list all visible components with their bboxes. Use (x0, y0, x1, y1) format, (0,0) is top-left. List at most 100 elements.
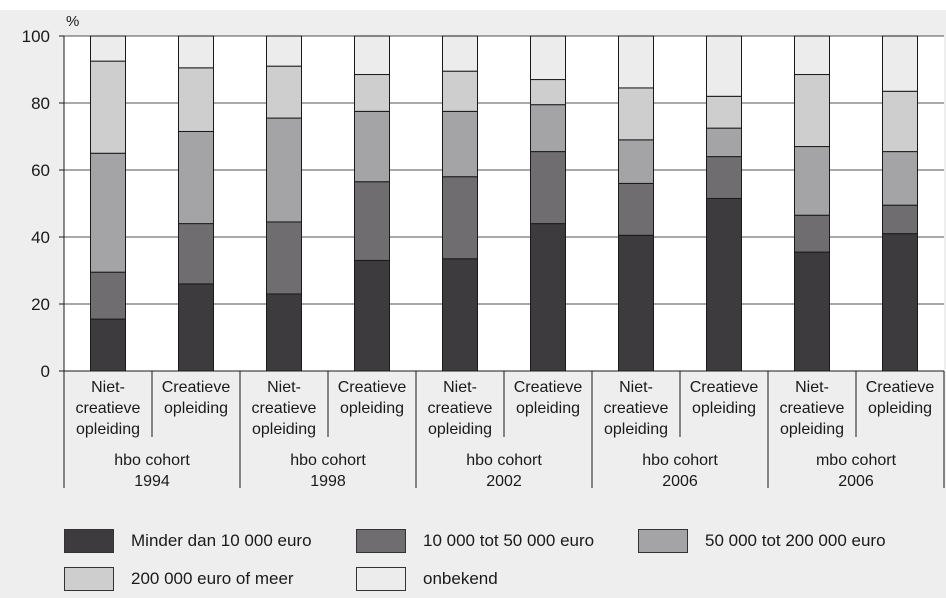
category-label: creatieve (76, 400, 141, 417)
category-label: opleiding (340, 400, 404, 417)
group-label: 2006 (662, 473, 698, 490)
bar-segment (266, 65, 302, 119)
category-label: Niet- (267, 379, 301, 396)
legend-item-minder-dan-10000: Minder dan 10 000 euro (64, 527, 312, 555)
legend-item-200000-of-meer: 200 000 euro of meer (64, 565, 294, 593)
y-tick-label: 60 (31, 161, 50, 180)
legend-label: Minder dan 10 000 euro (131, 531, 312, 550)
bar-segment (178, 283, 214, 372)
category-label: Niet- (795, 379, 829, 396)
group-label: hbo cohort (642, 452, 718, 469)
category-label: Niet- (619, 379, 653, 396)
category-label: Niet- (443, 379, 477, 396)
category-label: opleiding (780, 421, 844, 438)
bar-segment (266, 117, 302, 223)
legend-label: onbekend (423, 569, 498, 588)
legend-swatch (64, 529, 114, 553)
bar-segment (794, 251, 830, 372)
bar-segment (530, 104, 566, 153)
bar-segment (354, 74, 390, 112)
bar-segment (354, 35, 390, 76)
category-label: creatieve (780, 400, 845, 417)
bar-segment (618, 234, 654, 372)
bar-segment (266, 221, 302, 295)
legend-swatch (64, 567, 114, 591)
y-tick-label: 40 (31, 228, 50, 247)
y-tick-label: 80 (31, 94, 50, 113)
bar-segment (618, 182, 654, 236)
category-label: opleiding (868, 400, 932, 417)
group-label: hbo cohort (466, 452, 542, 469)
stacked-bar-chart: 0 20 40 60 80 100 Niet-creatieve opleiding Creat… (22, 13, 945, 490)
bar-segment (618, 35, 654, 89)
bar-segment (794, 146, 830, 216)
legend-item-onbekend: onbekend (356, 565, 498, 593)
y-tick-label: 100 (22, 27, 50, 46)
category-label: Creatieve (514, 379, 583, 396)
group-label: 2006 (838, 473, 874, 490)
bar-segment (706, 127, 742, 158)
bar-segment (90, 35, 126, 62)
legend-label: 10 000 tot 50 000 euro (423, 531, 595, 550)
group-label: 1994 (134, 473, 170, 490)
bar-segment (266, 293, 302, 372)
bar-segment (90, 318, 126, 372)
category-label: Creatieve (866, 379, 935, 396)
y-tick-label: 0 (41, 362, 50, 381)
category-label: Creatieve (338, 379, 407, 396)
bar-segment (882, 35, 918, 92)
bar-segment (882, 151, 918, 206)
bar-segment (354, 110, 390, 183)
bar-segment (442, 70, 478, 112)
bar-segment (794, 214, 830, 253)
category-label: opleiding (76, 421, 140, 438)
bar-segment (442, 258, 478, 372)
bar-segment (442, 35, 478, 72)
category-label: opleiding (692, 400, 756, 417)
bar-segment (442, 110, 478, 178)
bar-segment (706, 197, 742, 372)
legend-swatch (356, 567, 406, 591)
bar-segment (618, 87, 654, 141)
category-label: opleiding (516, 400, 580, 417)
legend-item-10000-tot-50000: 10 000 tot 50 000 euro (356, 527, 594, 555)
category-label: Creatieve (690, 379, 759, 396)
y-axis-label: % (66, 13, 79, 30)
bar-segment (706, 95, 742, 129)
legend-label: 200 000 euro of meer (131, 569, 294, 588)
bar-segment (794, 35, 830, 76)
bar-segment (354, 181, 390, 261)
legend-label: 50 000 tot 200 000 euro (705, 531, 886, 550)
legend-swatch (638, 529, 688, 553)
bar-segment (178, 67, 214, 132)
category-label: opleiding (428, 421, 492, 438)
bar-segment (90, 60, 126, 154)
bar-segment (530, 223, 566, 372)
category-label: creatieve (252, 400, 317, 417)
category-label: opleiding (604, 421, 668, 438)
caption-strip (0, 0, 946, 10)
bar-segment (706, 35, 742, 97)
bar-segment (618, 139, 654, 184)
bar-segment (354, 259, 390, 372)
bar-segment (530, 79, 566, 106)
bar-segment (266, 35, 302, 67)
legend-item-50000-tot-200000: 50 000 tot 200 000 euro (638, 527, 886, 555)
bars (90, 35, 918, 372)
group-label: 2002 (486, 473, 522, 490)
category-label: creatieve (428, 400, 493, 417)
category-label: opleiding (164, 400, 228, 417)
bar-segment (90, 152, 126, 273)
category-label: creatieve (604, 400, 669, 417)
bar-segment (530, 35, 566, 81)
bar-segment (882, 204, 918, 235)
bar-segment (442, 176, 478, 260)
group-label: hbo cohort (114, 452, 190, 469)
bar-segment (794, 74, 830, 148)
group-label: hbo cohort (290, 452, 366, 469)
y-tick-label: 20 (31, 295, 50, 314)
bar-segment (178, 35, 214, 69)
category-label: opleiding (252, 421, 316, 438)
legend: Minder dan 10 000 euro 10 000 tot 50 000… (64, 527, 934, 593)
